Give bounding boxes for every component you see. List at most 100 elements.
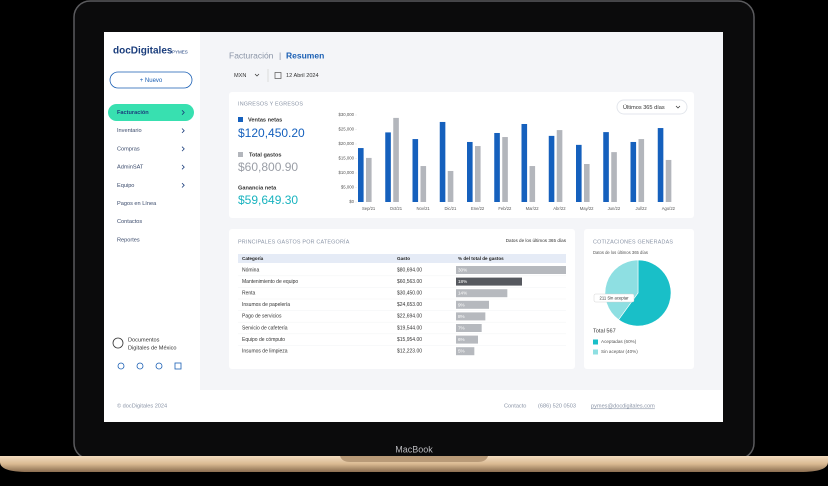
bar <box>576 144 582 202</box>
percent-bar <box>456 347 475 356</box>
percent-bar <box>456 300 489 309</box>
bar <box>494 132 500 202</box>
y-tick-label: $15,000 <box>338 156 354 161</box>
settings-icon[interactable] <box>155 362 163 370</box>
x-tick-label: Oct/21 <box>390 206 403 211</box>
base-notch <box>340 456 488 462</box>
percent-bar <box>456 335 478 344</box>
bar <box>358 148 364 202</box>
x-tick-label: May/22 <box>580 206 594 211</box>
menu-item[interactable]: Pagos en Línea <box>117 201 157 207</box>
user-icon[interactable] <box>117 362 125 370</box>
pie-slice <box>618 259 672 327</box>
x-tick-label: Jun/22 <box>608 206 621 211</box>
legend-swatch <box>238 152 243 157</box>
company-icon <box>112 337 124 349</box>
table-cell: Servicio de cafetería <box>242 325 288 331</box>
bar <box>366 157 372 202</box>
callout-label: 211 Sin aceptar <box>599 295 629 300</box>
table-header <box>238 254 566 263</box>
bar <box>611 152 617 202</box>
percent-label: 9% <box>458 302 465 307</box>
table-cell: $30,450.00 <box>397 291 422 297</box>
menu-item[interactable]: Facturación <box>117 110 149 116</box>
contact-label: Contacto <box>504 403 526 409</box>
calendar-icon[interactable] <box>274 72 282 79</box>
brand-tag: PYMES <box>172 50 188 55</box>
email[interactable]: pymes@docdigitales.com <box>591 403 655 409</box>
menu-item[interactable]: Inventario <box>117 128 142 134</box>
percent-label: 18% <box>458 279 467 284</box>
table-cell: $15,954.00 <box>397 337 422 343</box>
bar <box>657 128 664 202</box>
period-select[interactable] <box>616 99 688 115</box>
legend-swatch <box>593 349 598 355</box>
table-cell: $80,694.00 <box>397 267 422 273</box>
column-header: Categoría <box>242 256 264 261</box>
menu-item[interactable]: Contactos <box>117 219 142 225</box>
table-cell: $60,563.00 <box>397 279 422 285</box>
new-button[interactable] <box>109 71 193 89</box>
bar <box>502 137 508 202</box>
menu-item[interactable]: Compras <box>117 146 140 152</box>
bar <box>467 141 473 202</box>
card-period: Datos de los últimos 365 días <box>506 238 567 243</box>
company-name: Documentos <box>128 337 160 343</box>
bar <box>412 139 419 202</box>
menu-active[interactable] <box>108 104 194 121</box>
legend-label: Aceptadas (60%) <box>601 339 637 344</box>
percent-label: 6% <box>458 337 465 342</box>
table-cell: Equipo de cómputo <box>242 337 285 343</box>
percent-bar <box>456 266 566 274</box>
y-tick-label: $5,000 <box>341 185 355 190</box>
period-label[interactable]: Últimos 365 días <box>623 104 665 111</box>
percent-label: 30% <box>458 268 467 273</box>
bar <box>475 146 481 202</box>
bar <box>665 159 672 202</box>
device-label: MacBook <box>395 444 433 454</box>
bar <box>521 123 528 202</box>
x-tick-label: Nov/21 <box>416 206 430 211</box>
legend-label: Sin aceptar (40%) <box>601 349 638 354</box>
breadcrumb-section[interactable]: Facturación <box>229 50 274 60</box>
sidebar <box>104 32 200 390</box>
bar <box>630 141 637 202</box>
x-tick-label: Abr/22 <box>553 206 566 211</box>
y-tick-label: $0 <box>349 199 354 204</box>
bar <box>447 170 454 202</box>
card-title: INGRESOS Y EGRESOS <box>238 101 303 107</box>
currency-select[interactable]: MXN <box>234 73 246 79</box>
menu-item[interactable]: AdminSAT <box>117 165 144 171</box>
percent-bar <box>456 289 508 298</box>
footer <box>104 390 723 422</box>
logout-icon[interactable] <box>174 362 182 370</box>
bar <box>556 130 563 202</box>
x-tick-label: Dic/21 <box>444 206 457 211</box>
percent-label: 7% <box>458 326 465 331</box>
date[interactable]: 12 Abril 2024 <box>286 73 319 79</box>
refresh-icon[interactable] <box>136 362 144 370</box>
expenses-total: $60,800.90 <box>238 160 298 174</box>
menu-item[interactable]: Reportes <box>117 237 140 243</box>
chevron <box>675 105 681 109</box>
menu-chevron <box>181 164 185 170</box>
phone: (686) 520 0503 <box>538 403 576 409</box>
table-cell: Nómina <box>242 267 259 273</box>
bar <box>603 132 609 202</box>
callout <box>593 293 635 303</box>
percent-label: 8% <box>458 314 465 319</box>
legend-swatch <box>593 339 598 345</box>
y-tick-label: $10,000 <box>338 170 354 175</box>
new-button-label[interactable]: + Nuevo <box>140 78 163 84</box>
chevron <box>254 73 260 77</box>
card-title: COTIZACIONES GENERADAS <box>593 239 673 245</box>
legend-label: Ventas netas <box>248 117 282 123</box>
y-tick-label: $20,000 <box>338 141 354 146</box>
bar <box>529 166 536 202</box>
percent-bar <box>456 312 486 321</box>
table-cell: Pago de servicios <box>242 314 282 320</box>
bar <box>548 135 555 202</box>
breadcrumb-page: Resumen <box>286 50 324 60</box>
x-tick-label: Mar/22 <box>526 206 540 211</box>
menu-item[interactable]: Equipo <box>117 183 134 189</box>
